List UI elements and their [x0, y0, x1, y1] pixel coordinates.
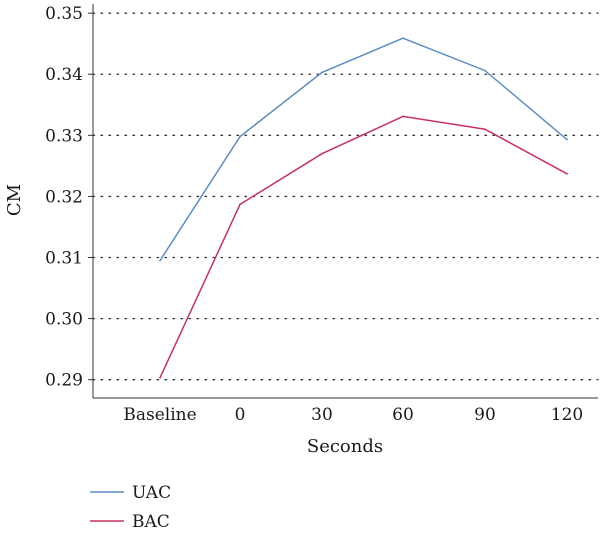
data-point: [566, 138, 568, 141]
y-tick-label: 0.29: [45, 371, 83, 391]
axes: [92, 4, 598, 399]
y-tick-label: 0.33: [45, 126, 83, 146]
x-tick-label: 30: [311, 405, 333, 425]
series-uac: [159, 37, 568, 262]
data-point: [239, 135, 241, 138]
legend-item-uac: UAC: [90, 483, 171, 503]
series-lines: [159, 37, 568, 379]
data-point: [239, 203, 241, 206]
x-tick-label: 0: [235, 405, 246, 425]
legend: UAC BAC: [90, 483, 171, 532]
legend-label: UAC: [132, 483, 171, 503]
y-tick-label: 0.32: [45, 187, 83, 207]
legend-item-bac: BAC: [90, 512, 170, 532]
data-point: [159, 259, 161, 262]
series-line-uac: [159, 37, 568, 262]
data-point: [566, 172, 568, 175]
y-tick-label: 0.30: [45, 310, 83, 330]
data-point: [321, 152, 323, 155]
data-point: [402, 37, 404, 40]
x-tick-label: 90: [474, 405, 496, 425]
x-tick-label: Baseline: [123, 405, 196, 425]
y-tick-labels: 0.29 0.30 0.31 0.32 0.33 0.34 0.35: [45, 4, 93, 391]
data-point: [159, 376, 161, 379]
y-tick-label: 0.31: [45, 249, 83, 269]
x-tick-labels: Baseline 0 30 60 90 120: [123, 405, 583, 425]
data-point: [484, 69, 486, 72]
data-point: [484, 128, 486, 131]
legend-label: BAC: [132, 512, 170, 532]
series-bac: [159, 115, 568, 379]
data-point: [402, 115, 404, 118]
y-axis-title: CM: [4, 184, 25, 216]
x-tick-label: 120: [551, 405, 583, 425]
x-axis-title: Seconds: [307, 436, 383, 457]
data-point: [321, 71, 323, 74]
gridlines: [92, 12, 599, 381]
series-line-bac: [159, 115, 568, 379]
y-tick-label: 0.34: [45, 65, 83, 85]
y-tick-label: 0.35: [45, 4, 83, 24]
x-tick-label: 60: [392, 405, 414, 425]
